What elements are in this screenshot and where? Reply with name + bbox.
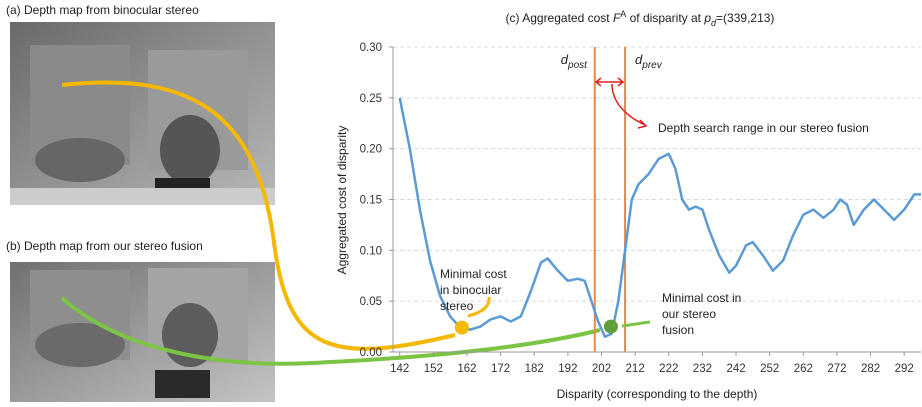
- annotation: fusion: [662, 323, 694, 337]
- pointer-b: [622, 322, 650, 326]
- y-tick-label: 0.20: [360, 144, 382, 156]
- chart-title: (c) Aggregated cost FA of disparity at p…: [506, 9, 775, 28]
- y-axis-label: Aggregated cost of disparity: [335, 126, 349, 275]
- y-tick-label: 0.10: [360, 245, 382, 257]
- range-label: dpost: [561, 52, 588, 71]
- x-tick-label: 232: [693, 363, 712, 375]
- title-text: (c) Aggregated cost: [506, 11, 613, 25]
- range-label-sub: prev: [641, 60, 662, 71]
- annotation: Minimal cost in: [662, 291, 741, 305]
- x-tick-label: 292: [895, 363, 914, 375]
- x-tick-label: 162: [457, 363, 476, 375]
- x-tick-label: 212: [626, 363, 645, 375]
- annotation: our stereo: [662, 307, 716, 321]
- x-tick-label: 222: [659, 363, 678, 375]
- range-label: dprev: [635, 52, 663, 71]
- x-tick-label: 252: [760, 363, 779, 375]
- figure: (a) Depth map from binocular stereo (b) …: [0, 0, 922, 407]
- title-text: =(339,213): [716, 11, 774, 25]
- title-text: of disparity at: [626, 11, 704, 25]
- panel-a-label: (a) Depth map from binocular stereo: [6, 3, 199, 17]
- depth-image-b: [10, 262, 275, 402]
- x-tick-label: 192: [558, 363, 577, 375]
- x-tick-label: 202: [592, 363, 611, 375]
- range-label-sub: post: [567, 60, 588, 71]
- x-tick-label: 152: [424, 363, 443, 375]
- annotation: Minimal cost: [440, 267, 507, 281]
- x-tick-label: 242: [726, 363, 745, 375]
- x-axis-label: Disparity (corresponding to the depth): [557, 387, 758, 401]
- x-tick-label: 282: [861, 363, 880, 375]
- x-tick-label: 142: [390, 363, 409, 375]
- depth-image-a: [10, 22, 275, 205]
- y-tick-label: 0.25: [360, 93, 382, 105]
- x-tick-label: 272: [827, 363, 846, 375]
- min-point: [604, 320, 618, 334]
- y-tick-label: 0.30: [360, 42, 382, 54]
- x-tick-label: 182: [525, 363, 544, 375]
- annotation: Depth search range in our stereo fusion: [658, 121, 869, 135]
- range-arrow: [596, 78, 623, 86]
- y-tick-label: 0.00: [360, 347, 382, 359]
- x-tick-label: 262: [794, 363, 813, 375]
- annotation: in binocular: [440, 283, 501, 297]
- x-tick-label: 172: [491, 363, 510, 375]
- y-tick-label: 0.15: [360, 195, 382, 207]
- y-tick-label: 0.05: [360, 296, 382, 308]
- panel-b-label: (b) Depth map from our stereo fusion: [6, 239, 203, 253]
- min-point: [455, 321, 469, 335]
- annotation: stereo: [440, 299, 474, 313]
- range-pointer: [612, 84, 646, 128]
